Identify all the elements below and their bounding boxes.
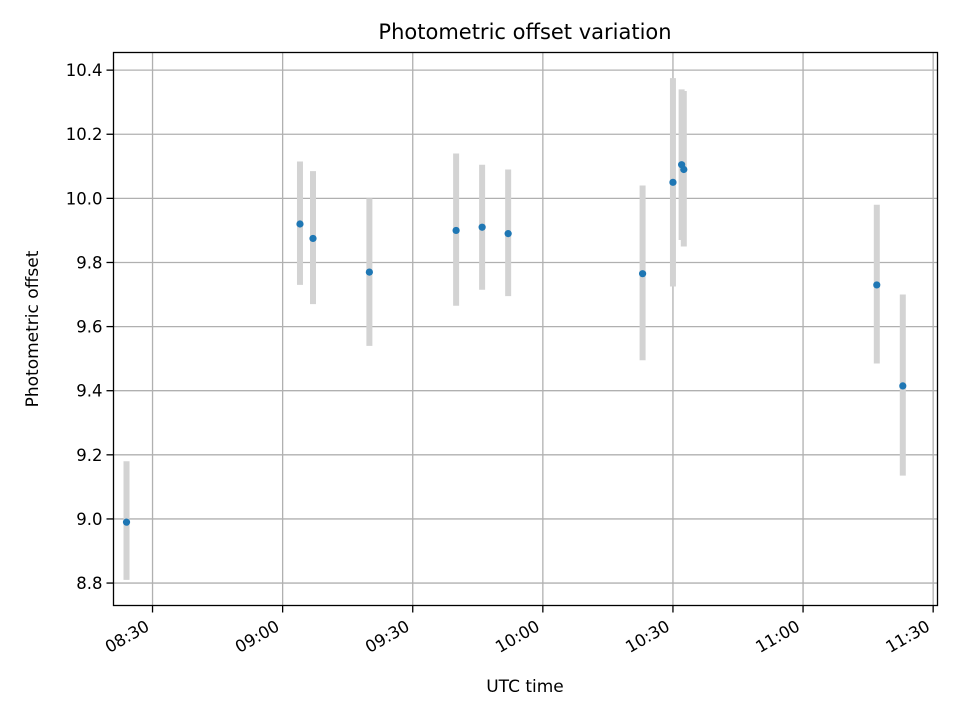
data-point <box>452 226 460 235</box>
x-tick-label: 10:00 <box>492 617 543 657</box>
y-axis-label: Photometric offset <box>23 250 43 407</box>
x-tick-label: 09:30 <box>362 617 413 657</box>
data-point <box>680 165 688 174</box>
data-point <box>504 230 512 238</box>
y-tick-label: 9.8 <box>76 253 102 272</box>
data-point <box>873 281 881 289</box>
data-point <box>899 382 907 390</box>
y-tick-label: 8.8 <box>76 574 102 593</box>
y-tick-label: 10.2 <box>66 125 103 144</box>
grid-lines <box>113 52 938 606</box>
plot-area-frame <box>112 51 939 607</box>
data-point <box>669 178 677 186</box>
y-tick-label: 10.4 <box>66 61 103 80</box>
x-axis-label: UTC time <box>486 677 564 697</box>
y-tick-label: 9.4 <box>76 382 102 401</box>
y-tick-label: 10.0 <box>66 189 103 208</box>
data-point <box>478 223 486 231</box>
x-tick-label: 11:00 <box>752 617 803 657</box>
data-point <box>296 220 304 228</box>
x-tick-label: 09:00 <box>232 617 283 657</box>
y-axis-ticks: 8.8 9.0 9.2 9.4 9.6 9.8 10.0 10.2 10.4 <box>66 61 114 593</box>
x-tick-label: 08:30 <box>102 617 153 657</box>
x-tick-label: 11:30 <box>882 617 933 657</box>
y-tick-label: 9.2 <box>76 446 102 465</box>
data-point <box>309 234 317 243</box>
y-tick-label: 9.0 <box>76 510 102 529</box>
error-bars <box>123 78 906 580</box>
chart-title: Photometric offset variation <box>378 20 671 44</box>
x-tick-label: 10:30 <box>622 617 673 657</box>
y-tick-label: 9.6 <box>76 318 102 337</box>
x-axis-ticks: 08:30 09:00 09:30 10:00 10:30 11:00 11:30 <box>102 605 934 657</box>
data-point <box>638 270 647 278</box>
data-point <box>365 268 373 276</box>
data-points <box>122 161 907 526</box>
data-point <box>122 518 131 526</box>
